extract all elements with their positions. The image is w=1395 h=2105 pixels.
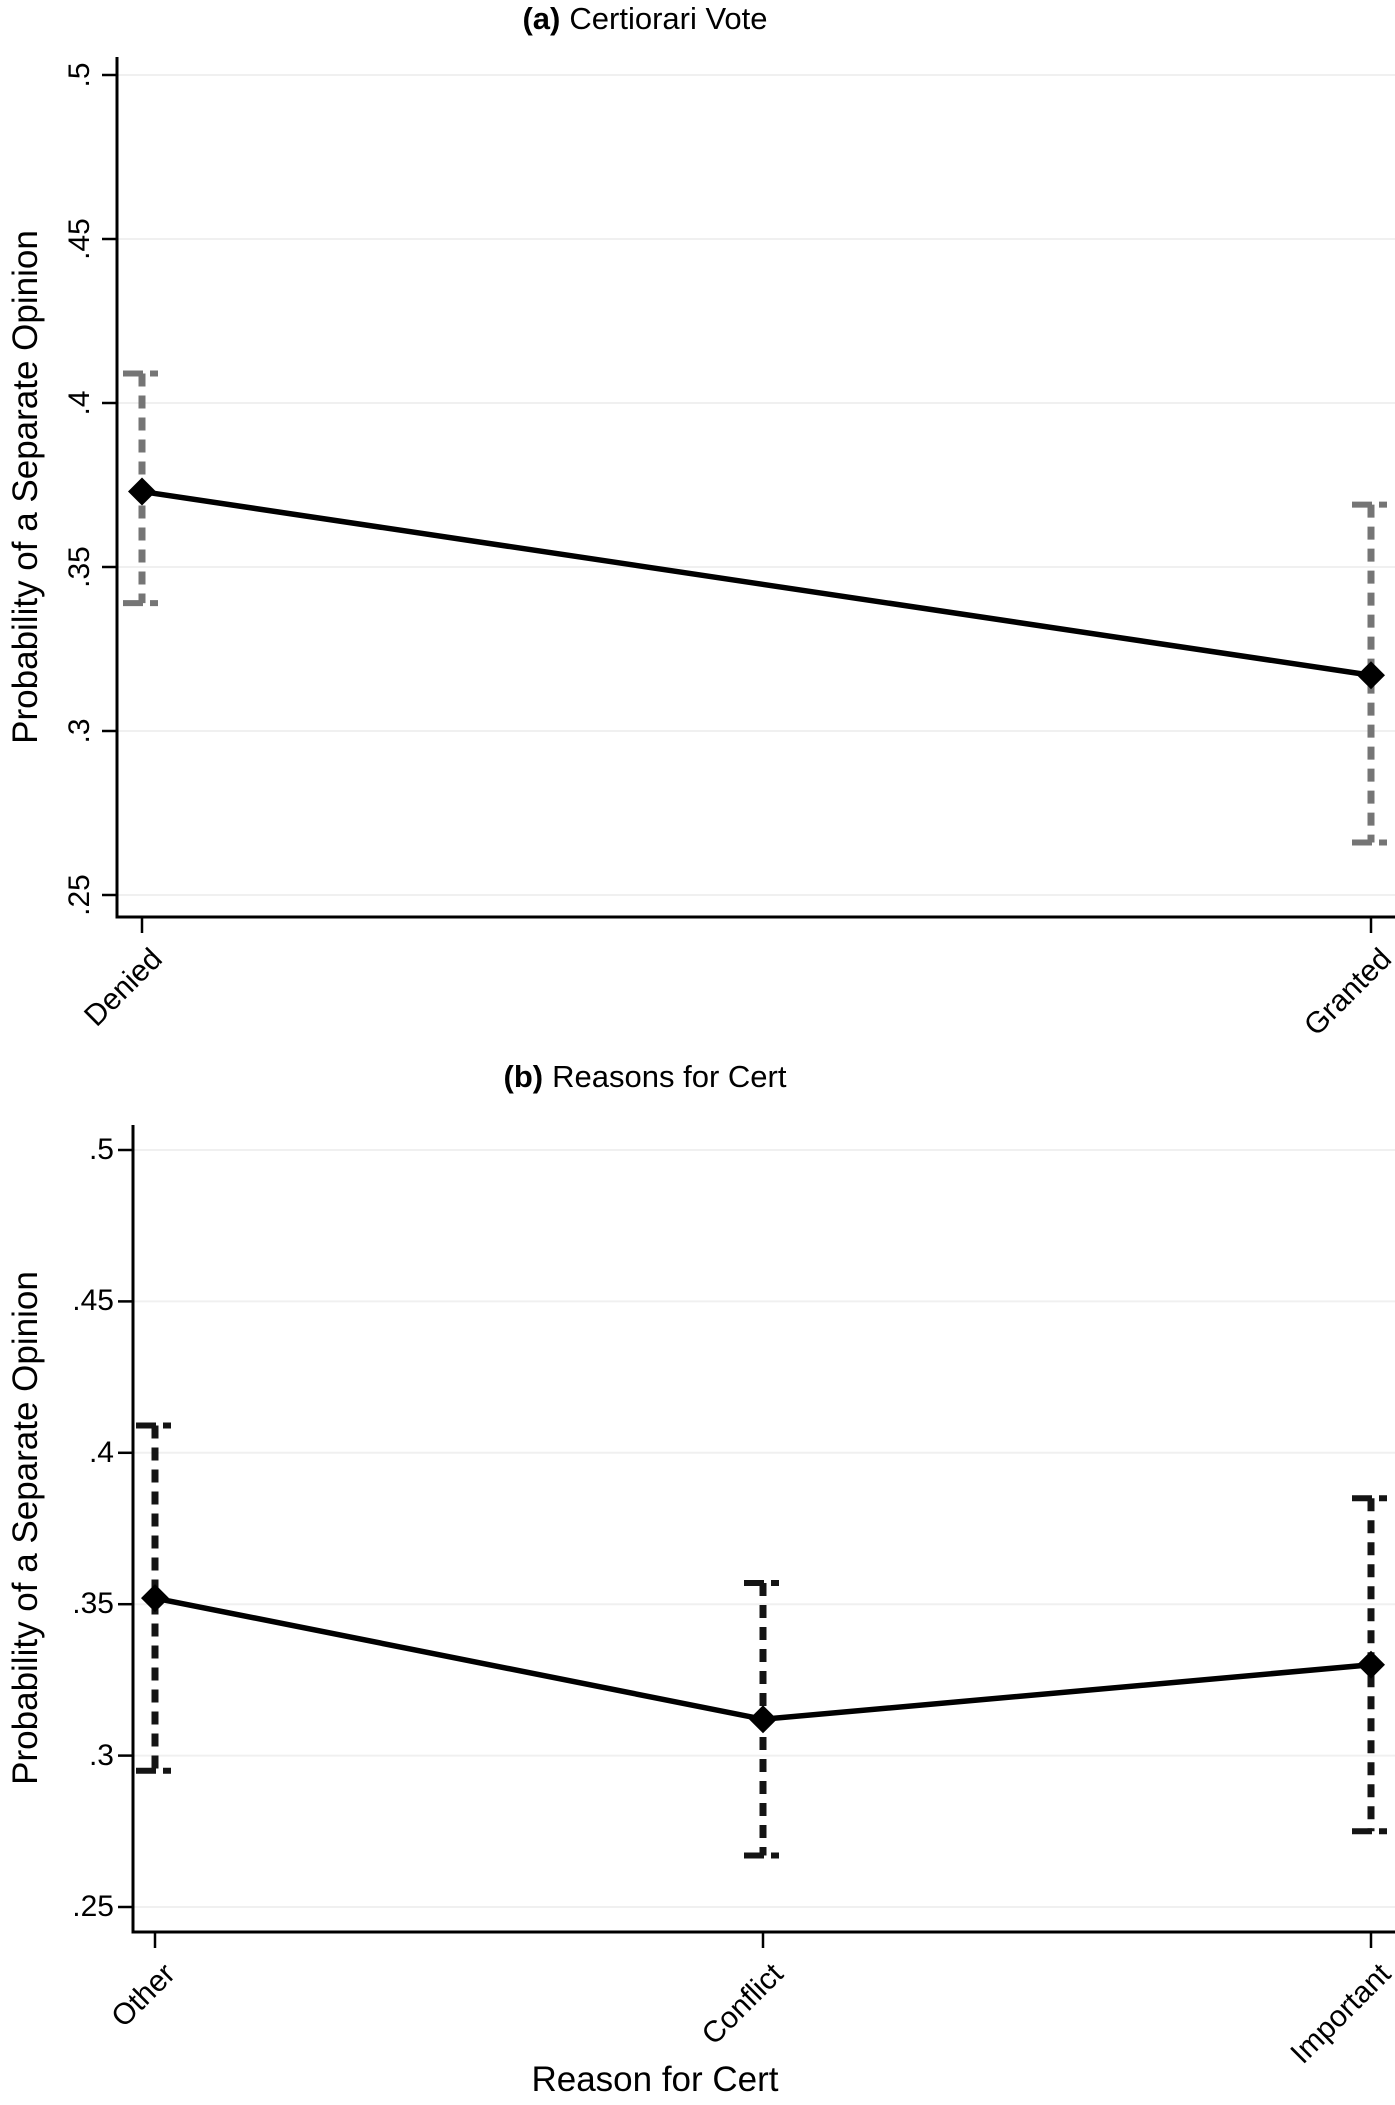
panel-b-x-axis-title: Reason for Cert [531,2060,779,2099]
panel-b-data-point-marker [749,1705,777,1734]
panel-a-y-tick-label: .45 [63,218,96,260]
panel-a-y-tick-label: .3 [63,718,96,744]
panel-a-data-point-marker [128,477,156,506]
panel-a-trend-line [141,488,1372,678]
panel-b-y-axis-title: Probability of a Separate Opinion [6,1271,45,1785]
panel-b-title: (b) Reasons for Cert [0,1058,1290,1096]
panel-b-data-point-marker [1357,1650,1385,1679]
panel-a-y-tick-label: .25 [63,874,96,916]
panel-a-y-tick-label: .35 [63,546,96,588]
panel-a-title-text: Certiorari Vote [569,1,768,36]
panel-a-data-point-marker [1357,661,1385,690]
panel-b-y-tick-label: .5 [88,1133,114,1166]
panel-b-y-tick-label: .4 [88,1435,114,1469]
panel-b-label: (b) [503,1059,544,1094]
panel-a-label: (a) [522,1,561,36]
panel-a-title: (a) Certiorari Vote [0,0,1290,38]
panel-a-y-axis-title: Probability of a Separate Opinion [6,230,45,744]
panel-b-y-tick-label: .3 [88,1738,114,1772]
panel-b-data-point-marker [141,1584,169,1613]
panel-b-y-tick-label: .45 [72,1284,114,1318]
panel-a-y-tick-label: .5 [63,62,96,88]
panel-a-y-tick-label: .4 [63,390,96,416]
panel-b-title-text: Reasons for Cert [552,1059,787,1094]
panel-b-y-tick-label: .25 [72,1890,114,1923]
panel-b-y-tick-label: .35 [72,1587,114,1621]
